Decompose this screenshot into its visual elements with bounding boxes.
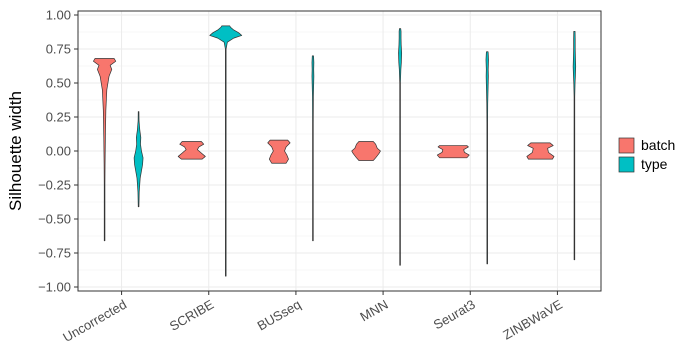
- grid-layer: [78, 11, 601, 291]
- legend-key-type: [618, 156, 635, 173]
- y-tick-label: −1.00: [38, 280, 71, 295]
- violin-type-mnn: [398, 28, 403, 266]
- y-tick-label: 0.00: [46, 144, 71, 159]
- violin-batch-scribe: [177, 141, 206, 160]
- violin-layer: [93, 25, 577, 277]
- y-tick-label: 1.00: [46, 8, 71, 23]
- violin-batch-busseq: [267, 139, 291, 164]
- x-tick-label: SCRIBE: [167, 296, 217, 333]
- legend: batch type: [618, 137, 675, 173]
- violin-type-zinbwave: [572, 30, 577, 261]
- x-tick-label: ZINBWaVE: [500, 296, 565, 342]
- violin-type-scribe: [209, 25, 243, 277]
- legend-key-batch: [618, 137, 635, 154]
- legend-label-type: type: [641, 156, 668, 172]
- violin-batch-seurat3: [436, 145, 470, 159]
- legend-label-batch: batch: [641, 137, 675, 153]
- y-axis-title: Silhouette width: [6, 91, 25, 211]
- violin-batch-mnn: [351, 141, 381, 161]
- violin-batch-zinbwave: [526, 142, 555, 160]
- x-tick-label: BUSseq: [255, 297, 304, 334]
- x-tick-label: MNN: [357, 297, 390, 325]
- y-tick-label: 0.50: [46, 76, 71, 91]
- violin-type-seurat3: [485, 51, 489, 265]
- y-tick-label: 0.25: [46, 110, 71, 125]
- y-tick-label: 0.75: [46, 42, 71, 57]
- x-tick-label: Uncorrected: [60, 297, 129, 343]
- y-tick-label: −0.50: [38, 212, 71, 227]
- violin-type-uncorrected: [133, 111, 144, 208]
- violin-batch-uncorrected: [93, 58, 117, 242]
- violin-type-busseq: [311, 55, 315, 242]
- y-tick-label: −0.75: [38, 246, 71, 261]
- x-tick-label: Seurat3: [431, 297, 478, 333]
- y-tick-label: −0.25: [38, 178, 71, 193]
